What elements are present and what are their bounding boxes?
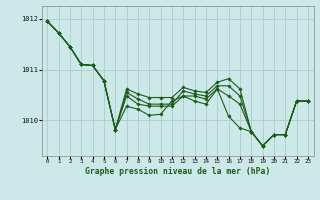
X-axis label: Graphe pression niveau de la mer (hPa): Graphe pression niveau de la mer (hPa)	[85, 167, 270, 176]
